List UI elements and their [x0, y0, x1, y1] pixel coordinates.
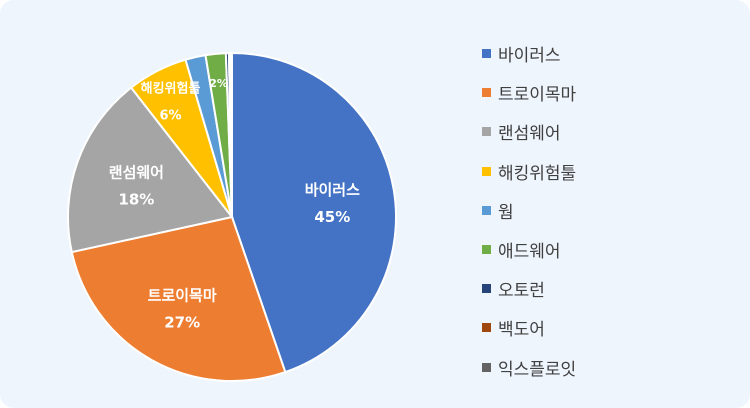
legend-swatch [482, 284, 491, 294]
legend-label: 웜 [498, 202, 514, 223]
legend-item: 백도어 [482, 308, 576, 347]
legend-label: 오토런 [498, 281, 545, 302]
legend-label: 백도어 [498, 320, 545, 341]
legend-item: 익스플로잇 [482, 348, 576, 387]
legend-label: 트로이목마 [498, 85, 577, 106]
slice-category-label: 바이러스 [305, 181, 360, 199]
legend-swatch [482, 245, 491, 255]
slice-category-label: 랜섬웨어 [109, 163, 164, 181]
slice-percent-label: 6% [159, 108, 181, 123]
slice-percent-label: 2% [209, 77, 228, 90]
legend-item: 오토런 [482, 269, 576, 308]
legend-item: 랜섬웨어 [482, 112, 576, 151]
legend-label: 랜섬웨어 [498, 124, 561, 145]
legend-swatch [482, 362, 491, 372]
legend-item: 해킹위험툴 [482, 152, 576, 191]
legend-item: 웜 [482, 191, 576, 230]
legend-label: 애드웨어 [498, 242, 561, 263]
legend-swatch [482, 205, 491, 215]
pie-slice-1 [231, 51, 397, 374]
slice-category-label: 트로이목마 [148, 287, 217, 305]
legend-swatch [482, 323, 491, 333]
slice-percent-label: 18% [118, 190, 154, 208]
pie-slice-2 [70, 215, 287, 382]
legend-item: 바이러스 [482, 34, 576, 73]
legend-swatch [482, 127, 491, 137]
legend-label: 익스플로잇 [498, 359, 577, 380]
slice-percent-label: 27% [164, 314, 200, 332]
legend-item: 애드웨어 [482, 230, 576, 269]
legend-swatch [482, 88, 491, 98]
pie-slice-9 [229, 51, 233, 218]
legend-swatch [482, 49, 491, 59]
slice-percent-label: 45% [314, 208, 350, 226]
pie-slice-3 [67, 86, 234, 254]
slice-category-label: 해킹위험툴 [141, 80, 201, 96]
legend-label: 해킹위험툴 [498, 163, 577, 184]
legend-label: 바이러스 [498, 46, 561, 67]
legend-item: 트로이목마 [482, 73, 576, 112]
legend-swatch [482, 166, 491, 176]
